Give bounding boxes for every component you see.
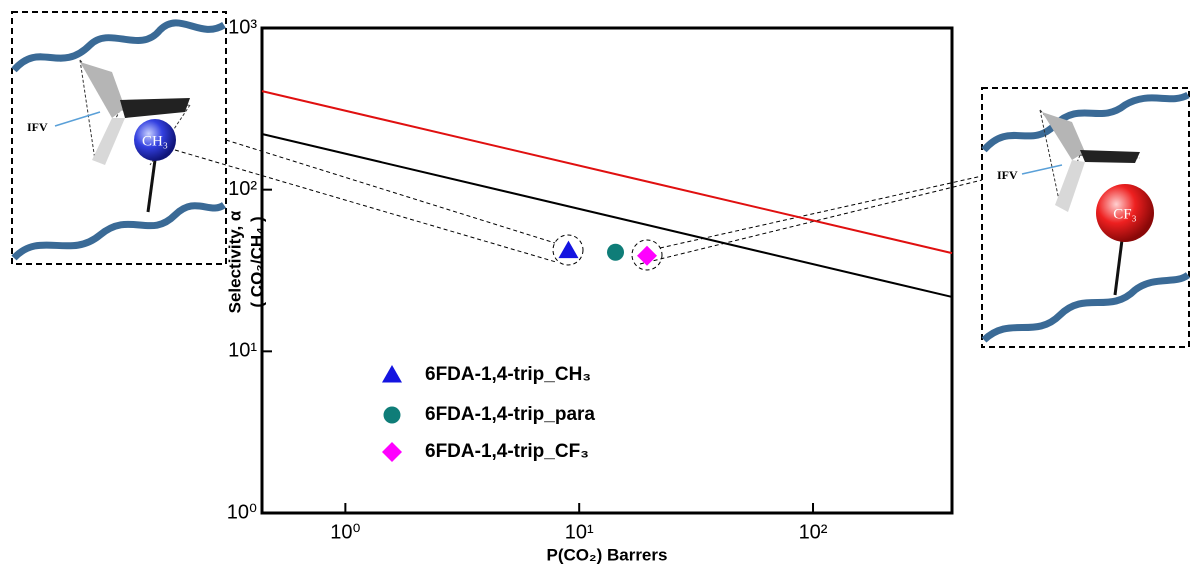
legend-label: 6FDA-1,4-trip_para xyxy=(425,404,595,425)
y-tick-label: 10⁰ xyxy=(227,501,257,523)
y-axis-title: Selectivity, α xyxy=(225,210,244,313)
x-tick-label: 10¹ xyxy=(565,521,594,543)
x-tick-label: 10² xyxy=(799,521,828,543)
plot-frame xyxy=(260,26,954,515)
legend-label: 6FDA-1,4-trip_CH₃ xyxy=(425,364,591,385)
y-axis-title: ( CO₂/CH₄ ) xyxy=(247,216,266,307)
group-label: CF₃ xyxy=(1113,206,1137,222)
legend-label: 6FDA-1,4-trip_CF₃ xyxy=(425,441,589,462)
marker xyxy=(558,240,579,259)
marker xyxy=(637,245,658,266)
legend-marker xyxy=(382,442,402,462)
y-tick-label: 10¹ xyxy=(228,340,257,362)
inset-right: CF₃ IFV xyxy=(981,87,1190,348)
ifv-label: IFV xyxy=(27,120,48,134)
group-label: CH₃ xyxy=(142,133,168,149)
x-axis-title: P(CO₂) Barrers xyxy=(547,545,668,564)
marker xyxy=(607,243,625,261)
y-tick-label: 10³ xyxy=(228,16,257,38)
connectors xyxy=(174,139,983,271)
upper-bound-line xyxy=(261,133,953,298)
y-tick-label: 10² xyxy=(228,178,257,200)
legend-marker xyxy=(382,365,402,383)
ifv-label: IFV xyxy=(997,168,1018,182)
upper-bound-line xyxy=(261,90,953,255)
inset-left: CH₃ IFV xyxy=(11,11,227,265)
legend-marker xyxy=(383,406,401,424)
x-tick-label: 10⁰ xyxy=(330,521,360,543)
